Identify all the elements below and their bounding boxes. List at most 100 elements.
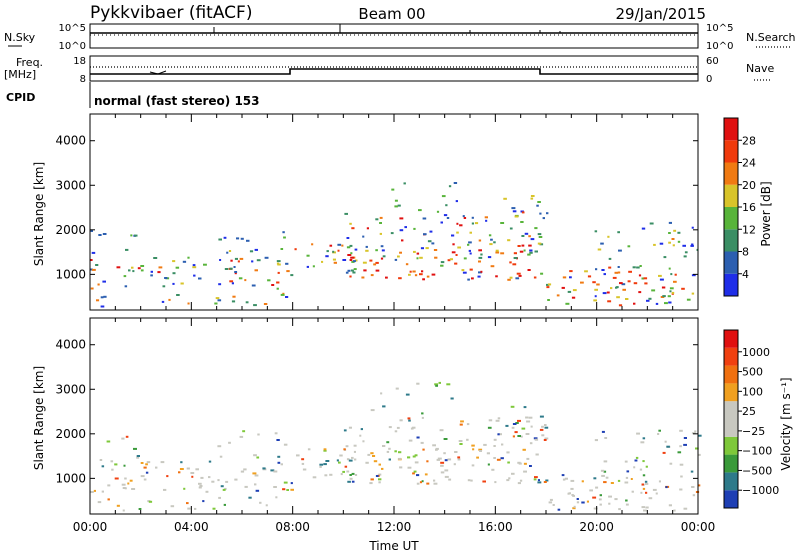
range-cell xyxy=(529,465,532,467)
range-cell xyxy=(440,264,444,267)
range-cell xyxy=(324,474,328,477)
range-cell xyxy=(133,447,137,450)
range-cell xyxy=(645,506,649,509)
range-cell xyxy=(543,439,547,441)
range-cell xyxy=(379,232,382,235)
range-cell xyxy=(612,276,617,279)
nsearch-tick-high: 10^5 xyxy=(706,23,733,34)
range-cell xyxy=(617,266,620,268)
range-cell xyxy=(347,254,352,256)
colorbar-tick-label: −500 xyxy=(742,464,772,477)
range-cell xyxy=(435,384,438,387)
range-cell xyxy=(107,498,110,501)
range-cell xyxy=(561,474,565,477)
range-cell xyxy=(354,259,358,262)
range-cell xyxy=(539,428,544,431)
range-cell xyxy=(162,285,166,288)
colorbar-tick-label: 16 xyxy=(742,201,756,214)
range-cell xyxy=(217,299,222,302)
range-cell xyxy=(215,297,220,300)
range-cell xyxy=(277,263,281,266)
range-cell xyxy=(602,292,607,295)
range-cell xyxy=(319,465,322,468)
range-cell xyxy=(337,249,340,252)
range-cell xyxy=(681,287,685,290)
range-cell xyxy=(534,227,538,230)
range-cell xyxy=(525,416,529,419)
power-xticks xyxy=(89,114,699,310)
range-cell xyxy=(423,233,427,236)
range-cell xyxy=(385,276,388,279)
y-tick-label: 1000 xyxy=(55,267,86,281)
range-cell xyxy=(370,478,374,481)
range-cell xyxy=(587,275,592,278)
range-cell xyxy=(513,252,517,255)
range-cell xyxy=(394,199,398,202)
range-cell xyxy=(398,457,402,460)
range-cell xyxy=(471,277,474,280)
range-cell xyxy=(198,486,202,489)
range-cell xyxy=(454,262,458,265)
range-cell xyxy=(254,269,258,272)
colorbar-swatch xyxy=(724,184,738,207)
range-cell xyxy=(285,296,289,298)
range-cell xyxy=(146,461,151,464)
range-cell xyxy=(457,456,461,459)
range-cell xyxy=(350,256,355,259)
range-cell xyxy=(540,272,544,275)
range-cell xyxy=(570,487,574,490)
range-cell xyxy=(655,492,658,495)
range-cell xyxy=(598,498,602,501)
range-cell xyxy=(412,270,416,273)
range-cell xyxy=(648,297,652,300)
range-cell xyxy=(446,383,451,386)
range-cell xyxy=(636,432,640,435)
range-cell xyxy=(517,435,521,437)
range-cell xyxy=(669,287,674,290)
range-cell xyxy=(172,272,176,275)
range-cell xyxy=(306,265,309,268)
range-cell xyxy=(562,478,566,481)
range-cell xyxy=(641,483,644,486)
colorbar-swatch xyxy=(724,383,738,402)
range-cell xyxy=(176,294,180,296)
range-cell xyxy=(610,482,614,484)
range-cell xyxy=(610,287,613,290)
range-cell xyxy=(664,302,668,305)
range-cell xyxy=(495,275,498,278)
range-cell xyxy=(232,295,236,298)
range-cell xyxy=(680,475,683,478)
range-cell xyxy=(397,255,400,258)
range-cell xyxy=(683,437,687,439)
range-cell xyxy=(597,248,602,251)
range-cell xyxy=(351,472,355,475)
colorbar-swatch xyxy=(724,207,738,230)
range-cell xyxy=(140,475,145,478)
range-cell xyxy=(466,438,469,441)
range-cell xyxy=(508,477,511,480)
range-cell xyxy=(237,260,240,263)
velocity-colorbar-label: Velocity [m s⁻¹] xyxy=(779,377,793,470)
range-cell xyxy=(624,460,628,463)
range-cell xyxy=(512,423,517,425)
range-cell xyxy=(143,478,147,481)
range-cell xyxy=(641,506,645,509)
range-cell xyxy=(516,272,521,275)
range-cell xyxy=(378,463,381,466)
range-cell xyxy=(658,274,662,277)
range-cell xyxy=(114,463,118,466)
range-cell xyxy=(455,254,458,256)
range-cell xyxy=(282,292,285,295)
velocity-ylabel: Slant Range [km] xyxy=(32,366,46,470)
range-cell xyxy=(523,470,527,473)
range-cell xyxy=(443,214,448,217)
range-cell xyxy=(684,251,688,254)
range-cell xyxy=(346,237,350,239)
range-cell xyxy=(683,443,687,446)
range-cell xyxy=(594,439,598,442)
range-cell xyxy=(97,283,100,286)
range-cell xyxy=(616,296,620,299)
range-cell xyxy=(116,504,120,507)
range-cell xyxy=(533,437,538,440)
colorbar-tick-label: −1000 xyxy=(742,484,779,497)
